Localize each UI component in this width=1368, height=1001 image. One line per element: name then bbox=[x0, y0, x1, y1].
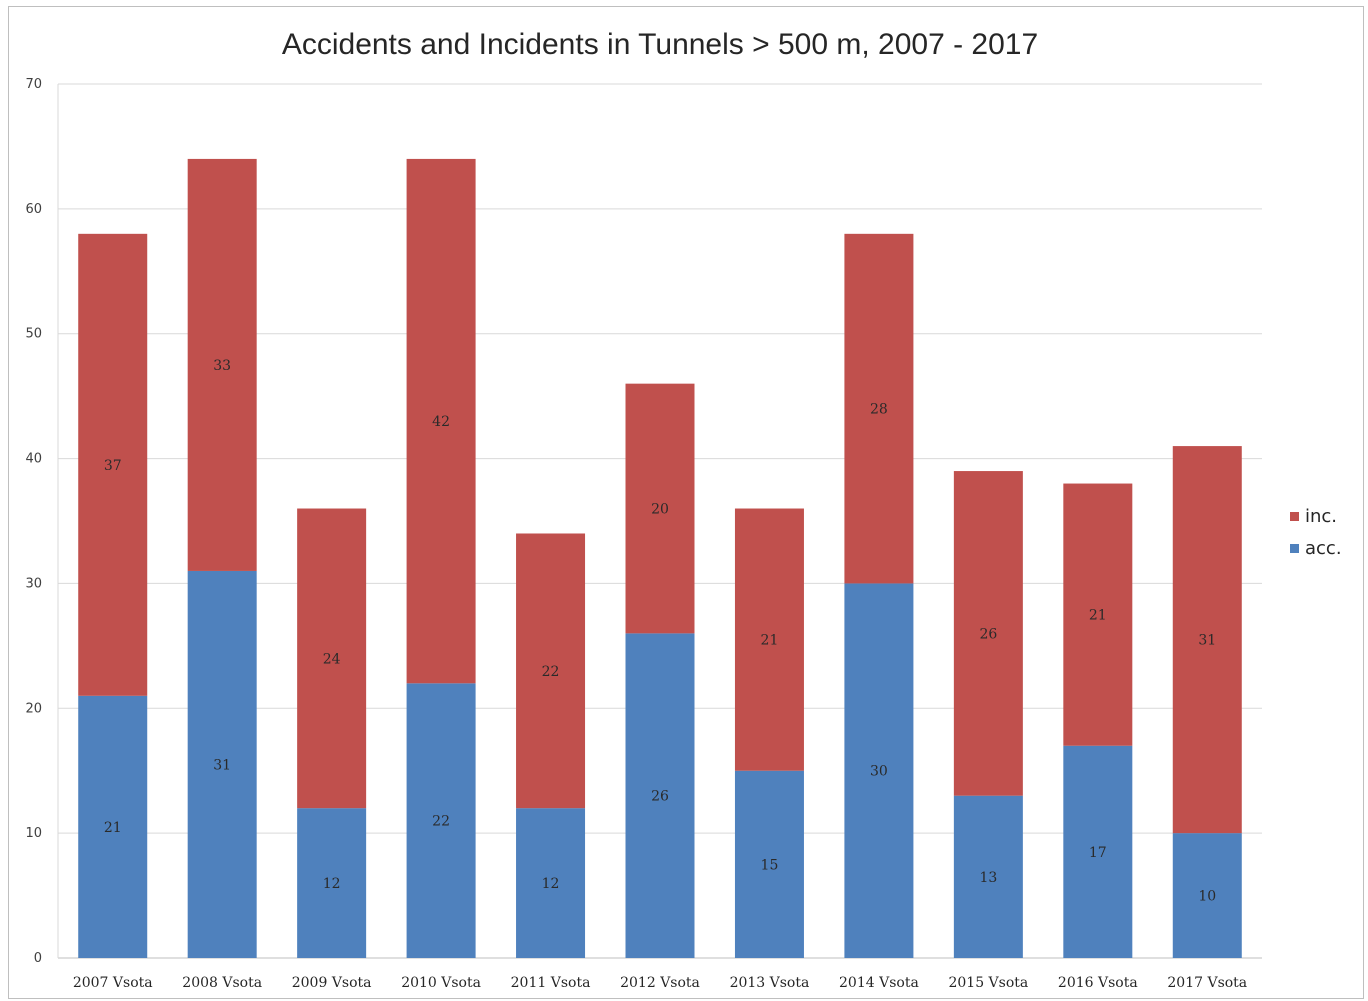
bar-inc-5 bbox=[625, 383, 695, 634]
x-tick-label: 2017 Vsota bbox=[1167, 975, 1247, 991]
y-tick-label: 70 bbox=[25, 77, 42, 92]
legend-label: inc. bbox=[1305, 506, 1337, 527]
bar-inc-8 bbox=[953, 471, 1023, 796]
data-label: 33 bbox=[213, 358, 231, 374]
bar-acc-3 bbox=[406, 683, 476, 958]
data-label: 31 bbox=[1198, 633, 1216, 649]
y-tick-label: 10 bbox=[25, 826, 42, 841]
x-tick-label: 2014 Vsota bbox=[839, 975, 919, 991]
data-label: 42 bbox=[432, 414, 450, 430]
bar-acc-4 bbox=[516, 808, 586, 958]
bar-inc-3 bbox=[406, 158, 476, 684]
bar-acc-0 bbox=[78, 695, 148, 958]
data-label: 20 bbox=[651, 502, 669, 518]
data-label: 22 bbox=[432, 814, 450, 830]
data-label: 21 bbox=[761, 633, 779, 649]
bar-inc-2 bbox=[297, 508, 367, 809]
bar-inc-0 bbox=[78, 233, 148, 696]
data-label: 12 bbox=[542, 876, 560, 892]
data-label: 17 bbox=[1089, 845, 1107, 861]
bar-acc-6 bbox=[734, 770, 804, 958]
data-label: 21 bbox=[1089, 608, 1107, 624]
x-tick-label: 2013 Vsota bbox=[730, 975, 810, 991]
bar-acc-7 bbox=[844, 583, 914, 958]
data-label: 30 bbox=[870, 764, 888, 780]
x-tick-label: 2016 Vsota bbox=[1058, 975, 1138, 991]
chart-title: Accidents and Incidents in Tunnels > 500… bbox=[281, 28, 1039, 61]
bar-inc-6 bbox=[734, 508, 804, 771]
data-label: 31 bbox=[213, 757, 231, 773]
x-tick-label: 2015 Vsota bbox=[948, 975, 1028, 991]
y-tick-label: 50 bbox=[25, 327, 42, 342]
bar-inc-4 bbox=[516, 533, 586, 809]
bar-inc-1 bbox=[187, 158, 257, 571]
legend-label: acc. bbox=[1305, 538, 1342, 559]
bar-acc-10 bbox=[1172, 833, 1242, 958]
legend-swatch bbox=[1290, 544, 1299, 553]
data-label: 28 bbox=[870, 402, 888, 418]
bar-acc-2 bbox=[297, 808, 367, 958]
data-label: 26 bbox=[979, 626, 997, 642]
bar-acc-9 bbox=[1063, 745, 1133, 958]
data-label: 37 bbox=[104, 458, 122, 474]
data-label: 22 bbox=[542, 664, 560, 680]
bar-inc-9 bbox=[1063, 483, 1133, 746]
y-tick-label: 20 bbox=[25, 701, 42, 716]
bar-acc-8 bbox=[953, 795, 1023, 958]
bar-inc-10 bbox=[1172, 446, 1242, 834]
data-label: 13 bbox=[979, 870, 997, 886]
y-tick-label: 60 bbox=[25, 202, 42, 217]
data-label: 10 bbox=[1198, 889, 1216, 905]
y-tick-label: 40 bbox=[25, 452, 42, 467]
bar-acc-5 bbox=[625, 633, 695, 958]
y-tick-label: 0 bbox=[34, 951, 42, 966]
x-tick-label: 2011 Vsota bbox=[511, 975, 591, 991]
x-tick-label: 2010 Vsota bbox=[401, 975, 481, 991]
bar-acc-1 bbox=[187, 570, 257, 958]
x-tick-label: 2007 Vsota bbox=[73, 975, 153, 991]
x-tick-label: 2008 Vsota bbox=[182, 975, 262, 991]
bar-inc-7 bbox=[844, 233, 914, 584]
data-label: 26 bbox=[651, 789, 669, 805]
legend-swatch bbox=[1290, 512, 1299, 521]
data-label: 21 bbox=[104, 820, 122, 836]
data-label: 24 bbox=[323, 651, 341, 667]
x-tick-label: 2009 Vsota bbox=[292, 975, 372, 991]
y-tick-label: 30 bbox=[25, 576, 42, 591]
data-label: 15 bbox=[761, 857, 779, 873]
x-tick-label: 2012 Vsota bbox=[620, 975, 700, 991]
data-label: 12 bbox=[323, 876, 341, 892]
